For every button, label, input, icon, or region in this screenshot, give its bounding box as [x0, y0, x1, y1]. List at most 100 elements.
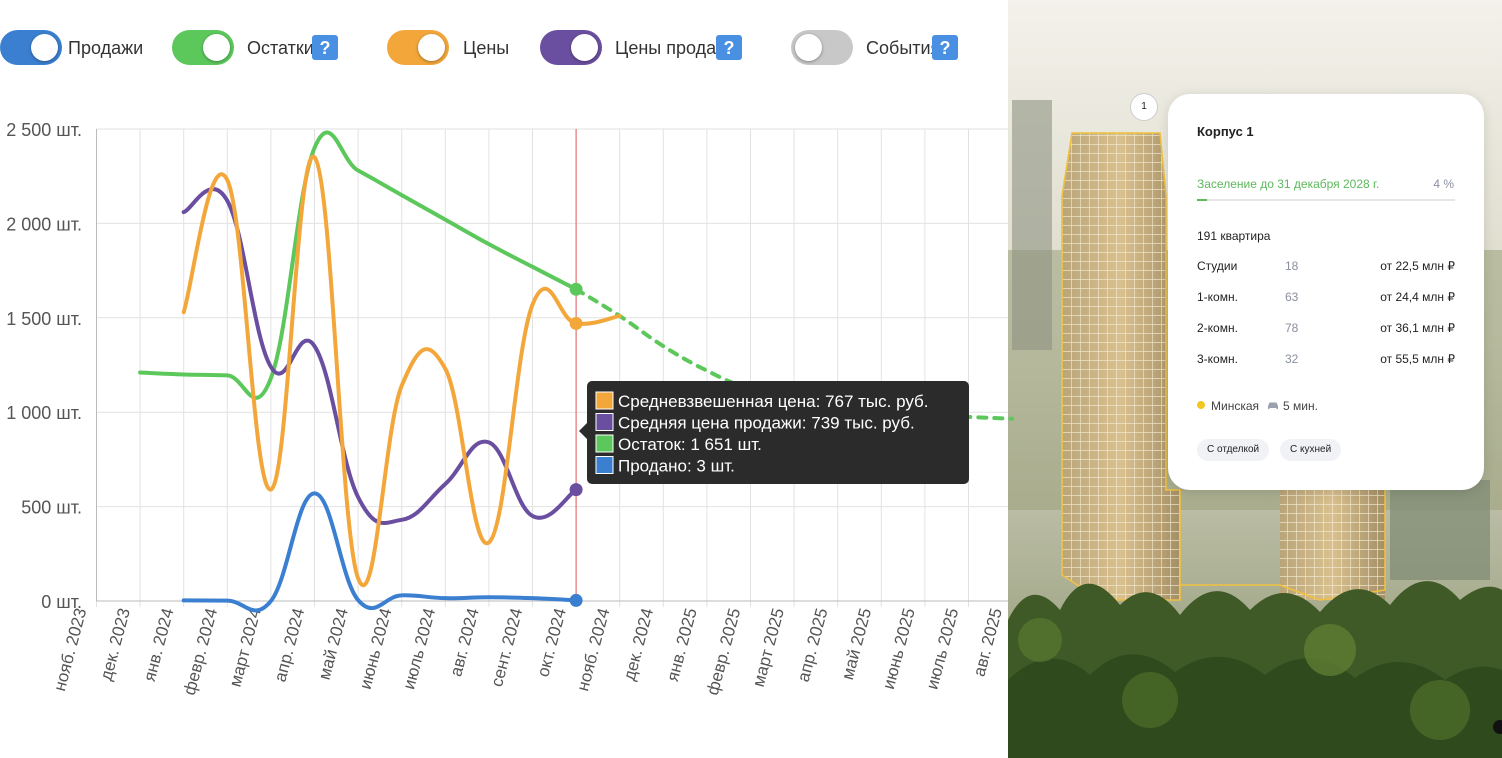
legend-toggle-1[interactable]: Продажи [0, 30, 143, 65]
x-tick-label: июнь 2024 [356, 606, 396, 691]
tooltip-box [587, 381, 969, 484]
x-tick-label: авг. 2025 [970, 606, 1006, 678]
apartment-row[interactable]: 3-комн. 32 от 55,5 млн ₽ [1197, 352, 1455, 368]
y-tick-label: 1 500 шт. [6, 309, 82, 329]
y-tick-label: 500 шт. [21, 498, 82, 518]
tooltip-text: Продано: 3 шт. [618, 457, 735, 476]
x-axis: нояб. 2023 дек. 2023 янв. 2024 февр. 2024 ма… [50, 606, 1006, 697]
apartment-type: 2-комн. [1197, 321, 1238, 335]
tag-finishing[interactable]: С отделкой [1197, 439, 1270, 461]
apartment-row[interactable]: Студии 18 от 22,5 млн ₽ [1197, 259, 1455, 275]
x-tick-label: сент. 2024 [487, 606, 526, 689]
legend-label: Цены продаж [615, 38, 728, 58]
apartment-type: Студии [1197, 259, 1238, 273]
x-tick-label: февр. 2025 [703, 606, 744, 697]
apartment-price: от 55,5 млн ₽ [1380, 352, 1455, 366]
x-tick-label: дек. 2024 [620, 606, 658, 682]
series-point [569, 593, 583, 607]
x-tick-label: июль 2025 [922, 606, 962, 691]
series-line [181, 155, 622, 588]
chart-points [569, 129, 583, 607]
x-tick-label: июль 2024 [399, 606, 439, 691]
x-tick-label: нояб. 2024 [573, 606, 613, 693]
car-icon [1268, 402, 1279, 409]
x-tick-label: апр. 2025 [794, 606, 832, 684]
x-tick-label: янв. 2025 [663, 606, 701, 683]
travel-time: 5 мин. [1283, 399, 1318, 413]
settlement-date: Заселение до 31 декабря 2028 г. [1197, 177, 1380, 191]
x-tick-label: март 2025 [749, 606, 788, 689]
apartment-type: 3-комн. [1197, 352, 1238, 366]
legend-toggle-4[interactable]: Цены продаж? [540, 30, 742, 65]
help-icon-glyph: ? [940, 38, 951, 58]
help-icon-box [932, 35, 958, 60]
x-tick-label: июнь 2025 [879, 606, 919, 691]
help-icon-box [312, 35, 338, 60]
tag-kitchen[interactable]: С кухней [1280, 439, 1342, 461]
legend-label: События [866, 38, 940, 58]
help-icon-box [716, 35, 742, 60]
metro-line-icon [1197, 401, 1205, 409]
apartment-count: 32 [1285, 352, 1299, 366]
legend-label: Продажи [68, 38, 143, 58]
tooltip-swatch [595, 456, 614, 474]
chart-legend: Продажи Остатки? Цены Цены продаж? События? [0, 30, 958, 65]
metro-station: Минская [1211, 399, 1260, 413]
help-icon[interactable]: ? [312, 35, 338, 60]
series-point [569, 282, 583, 296]
building-info-card: Корпус 1 Заселение до 31 декабря 2028 г.… [1168, 94, 1484, 490]
tooltip-swatch [595, 413, 614, 431]
apartments-total: 191 квартира [1197, 229, 1271, 243]
help-icon[interactable]: ? [716, 35, 742, 60]
apartment-row[interactable]: 1-комн. 63 от 24,4 млн ₽ [1197, 290, 1455, 306]
chart-tooltip: Средневзвешенная цена: 767 тыс. руб. Сред… [579, 381, 969, 484]
x-tick-label: дек. 2023 [96, 606, 134, 682]
tooltip-swatch [595, 391, 614, 410]
help-icon-glyph: ? [724, 38, 735, 58]
toggle-knob [31, 34, 58, 61]
legend-toggle-3[interactable]: Цены [387, 30, 509, 65]
toggle-knob [418, 34, 445, 61]
series-line [181, 187, 579, 525]
metro-info: Минская 5 мин. [1197, 399, 1318, 415]
progress-fill [1197, 199, 1208, 201]
building-title: Корпус 1 [1197, 124, 1254, 139]
y-axis: 0 шт. 500 шт. 1 000 шт. 1 500 шт. 2 000 шт. 2… [6, 120, 82, 612]
tooltip-swatch [595, 434, 614, 453]
tooltip-text: Остаток: 1 651 шт. [618, 435, 762, 454]
apartment-price: от 22,5 млн ₽ [1380, 259, 1455, 273]
toggle-knob [571, 34, 598, 61]
help-icon[interactable]: ? [932, 35, 958, 60]
x-tick-label: нояб. 2023 [50, 606, 90, 693]
progress-track [1197, 199, 1455, 201]
x-tick-label: май 2025 [838, 606, 875, 682]
x-tick-label: март 2024 [226, 606, 265, 689]
x-tick-label: апр. 2024 [270, 606, 308, 684]
help-icon-glyph: ? [320, 38, 331, 58]
legend-toggle-5[interactable]: События? [791, 30, 958, 65]
apartment-count: 78 [1285, 321, 1299, 335]
apartment-type: 1-комн. [1197, 290, 1238, 304]
legend-label: Остатки [247, 38, 314, 58]
legend-label: Цены [463, 38, 509, 58]
y-tick-label: 1 000 шт. [6, 403, 82, 423]
toggle-knob [795, 34, 822, 61]
apartment-price: от 36,1 млн ₽ [1380, 321, 1455, 335]
series-line [181, 491, 579, 613]
x-tick-label: янв. 2024 [140, 606, 178, 683]
tooltip-pointer [579, 423, 587, 439]
x-tick-label: авг. 2024 [446, 606, 482, 678]
y-tick-label: 0 шт. [41, 592, 82, 612]
legend-toggle-2[interactable]: Остатки? [172, 30, 338, 65]
chart-series [138, 130, 1015, 613]
series-point [569, 316, 583, 330]
tooltip-text: Средневзвешенная цена: 767 тыс. руб. [618, 392, 929, 411]
tooltip-text: Средняя цена продажи: 739 тыс. руб. [618, 414, 915, 433]
x-tick-label: окт. 2024 [533, 606, 570, 679]
building-number-badge[interactable]: 1 [1130, 93, 1158, 121]
toggle-knob [203, 34, 230, 61]
y-tick-label: 2 500 шт. [6, 120, 82, 140]
apartment-row[interactable]: 2-комн. 78 от 36,1 млн ₽ [1197, 321, 1455, 337]
x-tick-label: май 2024 [315, 606, 352, 682]
apartment-price: от 24,4 млн ₽ [1380, 290, 1455, 304]
